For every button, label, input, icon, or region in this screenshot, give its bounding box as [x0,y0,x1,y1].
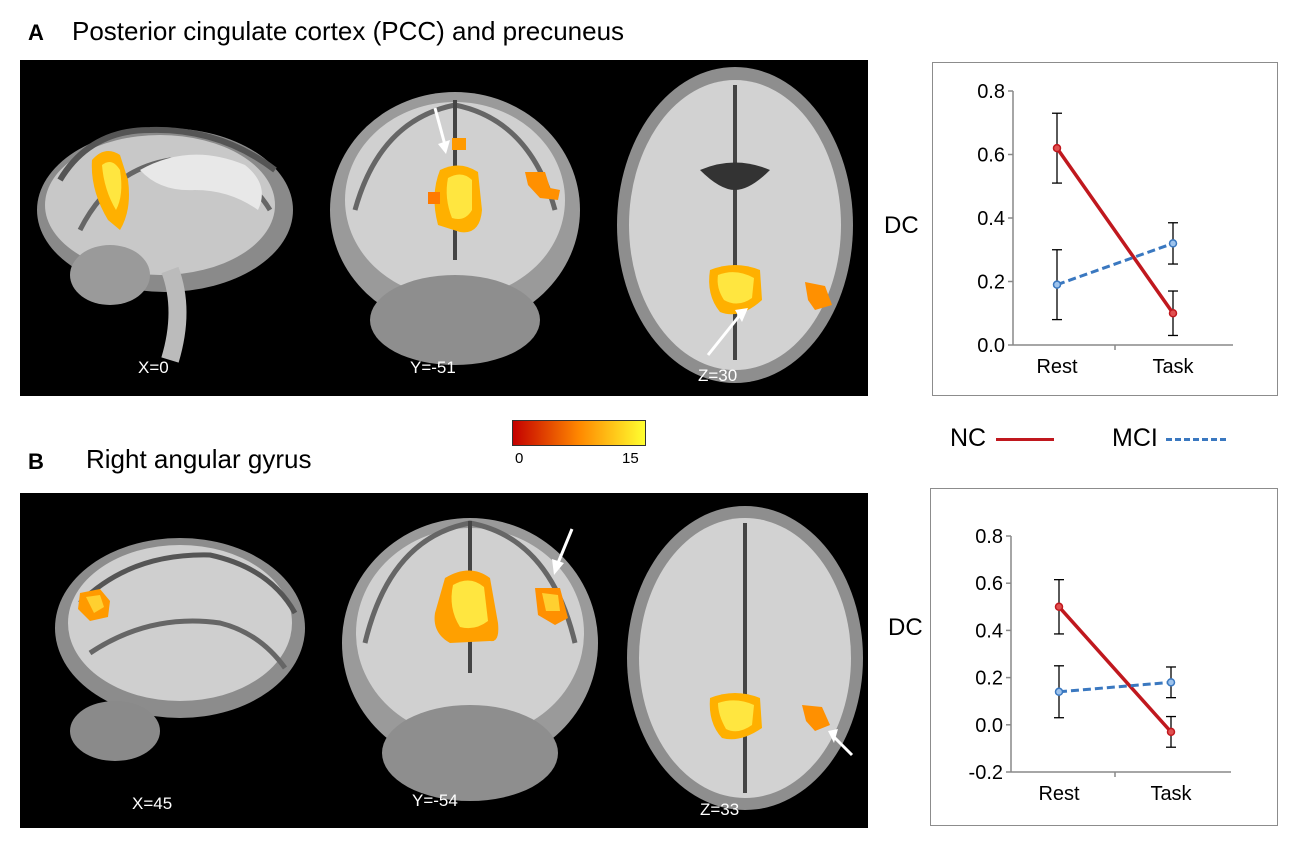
chart-b-ytick-label-0: -0.2 [969,762,1003,784]
chart-a-ytick-label-4: 0.8 [977,81,1005,103]
chart-a-xtick-label-task: Task [1152,356,1194,378]
panel-a-coronal-slice [330,92,580,365]
legend-swatch-nc [996,438,1054,441]
legend-label-mci: MCI [1112,424,1158,452]
chart-b-mci-point-0 [1054,687,1064,697]
chart-b-ytick-label-5: 0.8 [975,526,1003,548]
panel-b-line-chart: -0.2 0.0 0.2 0.4 0.6 0.8 Rest Task [930,488,1278,826]
panel-a-line-chart: 0.0 0.2 0.4 0.6 0.8 Rest Task [932,62,1278,396]
chart-a-ytick-label-0: 0.0 [977,335,1005,357]
panel-b-axial-slice [627,506,863,810]
panel-a-title: Posterior cingulate cortex (PCC) and pre… [72,16,625,46]
chart-a-nc-line [1055,147,1175,315]
chart-a-nc-point-1 [1168,309,1178,318]
chart-b-ytick-label-4: 0.6 [975,573,1003,595]
panel-b-slice-label-y: Y=-54 [412,791,458,810]
chart-b-xtick-label-task: Task [1150,783,1192,805]
panel-b-letter: B [28,449,44,474]
chart-a-mci-point-0 [1052,280,1062,289]
panel-b-title: Right angular gyrus [86,444,312,474]
chart-a-ytick-label-2: 0.4 [977,208,1005,230]
colorbar [512,420,646,446]
chart-b-nc-line [1057,605,1173,734]
chart-b-ytick-label-3: 0.4 [975,620,1003,642]
panel-a-letter: A [28,20,44,45]
chart-b-ytick-label-1: 0.0 [975,715,1003,737]
panel-a-slice-label-z: Z=30 [698,366,738,385]
panel-a-axial-slice [617,67,853,383]
panel-a-sagittal-slice [37,126,293,363]
colorbar-min-label: 0 [515,450,524,467]
chart-b-nc-point-1 [1166,727,1176,737]
chart-b-mci-line [1058,680,1172,694]
panel-a-dc-label: DC [884,212,919,239]
legend-label-nc: NC [950,424,987,452]
panel-a-slice-label-y: Y=-51 [410,358,456,377]
panel-b-coronal-slice [342,518,598,801]
chart-b-xtick-label-rest: Rest [1038,783,1080,805]
chart-b-mci-point-1 [1166,678,1176,687]
panel-b-dc-label: DC [888,614,923,641]
panel-a-brain-slices: X=0 Y=-51 Z=30 [20,60,868,396]
panel-b-brain-slices: X=45 Y=-54 Z=33 [20,493,868,828]
chart-a-ytick-label-1: 0.2 [977,272,1005,294]
panel-b-slice-label-x: X=45 [132,794,173,813]
colorbar-max-label: 15 [622,450,639,467]
chart-a-mci-line [1056,241,1174,287]
chart-b-ytick-label-2: 0.2 [975,668,1003,690]
chart-a-nc-point-0 [1052,143,1062,153]
chart-b-nc-point-0 [1054,602,1064,612]
chart-a-ytick-label-3: 0.6 [977,145,1005,167]
panel-a-slice-label-x: X=0 [138,358,169,377]
chart-a-xtick-label-rest: Rest [1036,356,1078,378]
panel-b-slice-label-z: Z=33 [700,800,740,819]
legend-swatch-mci [1166,438,1226,441]
panel-b-sagittal-slice [55,538,305,761]
chart-a-mci-point-1 [1168,239,1178,248]
